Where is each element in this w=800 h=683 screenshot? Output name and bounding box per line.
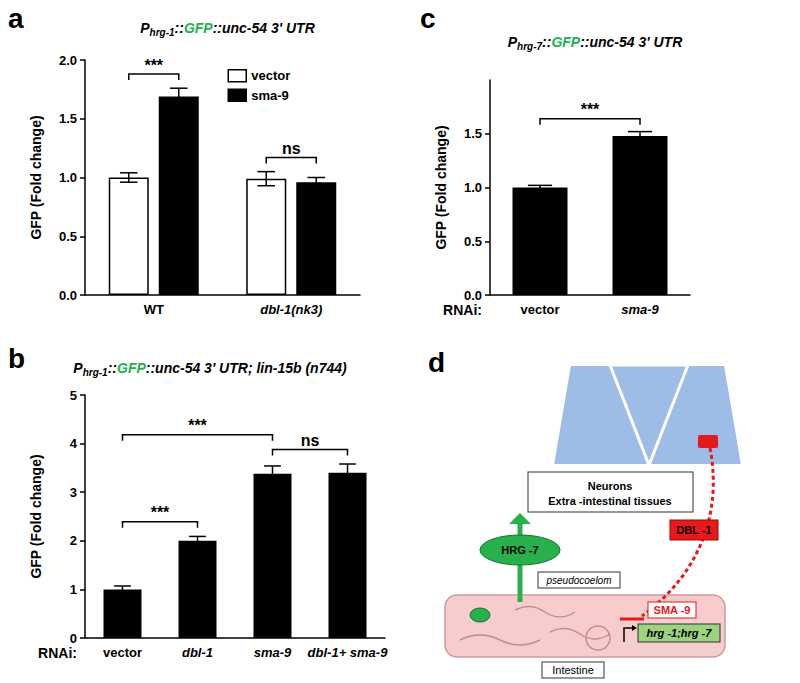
svg-text:pseudocoelom: pseudocoelom bbox=[545, 575, 611, 586]
svg-text:0.5: 0.5 bbox=[59, 229, 77, 244]
svg-text:WT: WT bbox=[144, 302, 164, 317]
svg-text:P: P bbox=[73, 360, 83, 376]
svg-text:a: a bbox=[8, 3, 24, 34]
svg-text:GFP: GFP bbox=[117, 360, 146, 376]
svg-text:0: 0 bbox=[70, 631, 77, 646]
svg-text:HRG -7: HRG -7 bbox=[501, 544, 538, 556]
svg-text:GFP: GFP bbox=[184, 20, 213, 36]
svg-text:***: *** bbox=[144, 57, 163, 74]
svg-text:1: 1 bbox=[70, 582, 77, 597]
svg-text:::: :: bbox=[580, 34, 589, 50]
svg-text:2.0: 2.0 bbox=[59, 53, 77, 68]
svg-text:hrg -1;hrg -7: hrg -1;hrg -7 bbox=[647, 627, 713, 639]
svg-text:dbl-1(nk3): dbl-1(nk3) bbox=[260, 302, 322, 317]
svg-text:hrg-1: hrg-1 bbox=[150, 27, 175, 38]
svg-text:::: :: bbox=[175, 20, 184, 36]
svg-text:DBL -1: DBL -1 bbox=[676, 524, 711, 536]
svg-text:hrg-7: hrg-7 bbox=[517, 41, 542, 52]
svg-text:4: 4 bbox=[70, 436, 78, 451]
svg-text:d: d bbox=[428, 347, 445, 378]
svg-text:***: *** bbox=[188, 417, 207, 434]
svg-text:1.5: 1.5 bbox=[59, 111, 77, 126]
svg-text:c: c bbox=[420, 3, 436, 34]
svg-text:P: P bbox=[507, 34, 518, 50]
svg-text:sma-9: sma-9 bbox=[254, 645, 292, 660]
svg-text:0.5: 0.5 bbox=[464, 234, 482, 249]
svg-text:0.0: 0.0 bbox=[59, 288, 77, 303]
svg-text:vector: vector bbox=[251, 68, 290, 83]
svg-text:::: :: bbox=[213, 20, 222, 36]
svg-text:dbl-1+ sma-9: dbl-1+ sma-9 bbox=[308, 645, 389, 660]
svg-text:ns: ns bbox=[301, 432, 320, 449]
svg-text:Neurons: Neurons bbox=[588, 480, 633, 492]
svg-text:***: *** bbox=[151, 504, 170, 521]
svg-text:::: :: bbox=[542, 34, 551, 50]
svg-text:ns: ns bbox=[282, 140, 301, 157]
svg-text:GFP (Fold change): GFP (Fold change) bbox=[433, 125, 449, 249]
svg-text:::: :: bbox=[146, 360, 155, 376]
svg-text:unc-54 3' UTR: unc-54 3' UTR bbox=[589, 34, 683, 50]
svg-text:sma-9: sma-9 bbox=[251, 88, 289, 103]
svg-text:vector: vector bbox=[103, 645, 142, 660]
svg-text:1.0: 1.0 bbox=[464, 180, 482, 195]
svg-text:0.0: 0.0 bbox=[464, 288, 482, 303]
svg-text:GFP (Fold change): GFP (Fold change) bbox=[28, 115, 44, 239]
svg-text:2: 2 bbox=[70, 533, 77, 548]
svg-text:1.0: 1.0 bbox=[59, 170, 77, 185]
svg-text:dbl-1: dbl-1 bbox=[182, 645, 213, 660]
svg-text:3: 3 bbox=[70, 485, 77, 500]
svg-text:GFP (Fold change): GFP (Fold change) bbox=[28, 454, 44, 578]
svg-text:::: :: bbox=[108, 360, 117, 376]
svg-text:GFP: GFP bbox=[551, 34, 580, 50]
svg-text:Intestine: Intestine bbox=[552, 664, 594, 676]
svg-text:5: 5 bbox=[70, 388, 77, 403]
svg-text:unc-54 3' UTR; lin-15b (n744): unc-54 3' UTR; lin-15b (n744) bbox=[155, 360, 347, 376]
svg-text:SMA -9: SMA -9 bbox=[654, 604, 691, 616]
svg-text:b: b bbox=[8, 343, 25, 374]
svg-text:sma-9: sma-9 bbox=[621, 302, 659, 317]
svg-text:hrg-1: hrg-1 bbox=[83, 367, 108, 378]
svg-text:unc-54 3' UTR: unc-54 3' UTR bbox=[222, 20, 316, 36]
svg-text:vector: vector bbox=[520, 302, 559, 317]
svg-text:***: *** bbox=[581, 101, 600, 118]
svg-text:1.5: 1.5 bbox=[464, 126, 482, 141]
svg-text:RNAi:: RNAi: bbox=[38, 645, 77, 661]
svg-text:Extra -intestinal tissues: Extra -intestinal tissues bbox=[548, 495, 672, 507]
svg-text:RNAi:: RNAi: bbox=[443, 302, 482, 318]
svg-text:P: P bbox=[140, 20, 150, 36]
